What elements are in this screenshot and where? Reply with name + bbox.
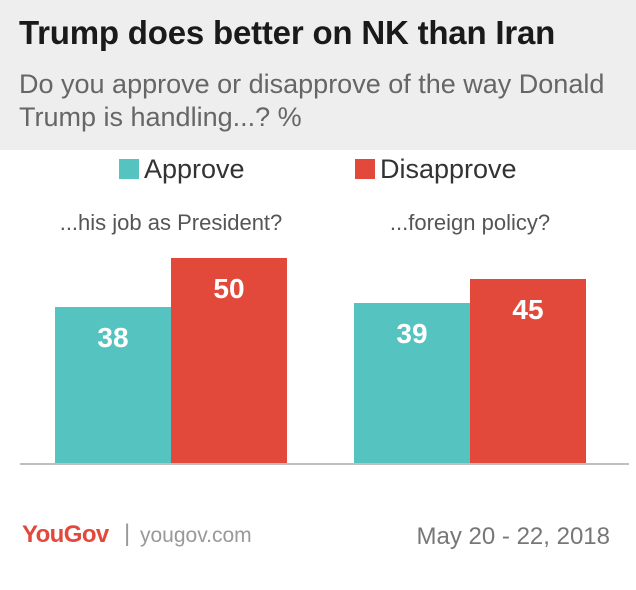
panel-title-job: ...his job as President? (59, 210, 283, 235)
survey-date: May 20 - 22, 2018 (416, 523, 610, 550)
bar-value-label: 39 (396, 318, 428, 350)
legend-swatch-approve (119, 159, 139, 179)
legend-swatch-disapprove (355, 159, 375, 179)
chart-subtitle: Do you approve or disapprove of the way … (19, 69, 605, 132)
x-axis-baseline (20, 463, 629, 465)
chart-title: Trump does better on NK than Iran (19, 14, 556, 51)
bar-disapprove-foreign-policy: 45 (470, 278, 586, 463)
footer-separator: | (124, 520, 131, 547)
legend-label-approve: Approve (144, 153, 245, 184)
bar-value-label: 45 (512, 293, 544, 325)
panel-title-foreign-policy: ...foreign policy? (389, 210, 551, 235)
footer-website: yougov.com (140, 524, 252, 547)
legend-item-approve: Approve (119, 150, 245, 188)
bar-approve-foreign-policy: 39 (354, 303, 470, 463)
header-band: Trump does better on NK than Iran Do you… (0, 0, 636, 150)
bar-value-label: 50 (213, 273, 245, 304)
yougov-logo: YouGov (22, 521, 109, 548)
bar-disapprove-job-president: 50 (171, 258, 287, 463)
bar-value-label: 38 (97, 322, 129, 354)
legend-item-disapprove: Disapprove (355, 150, 517, 188)
bar-approve-job-president: 38 (55, 307, 171, 463)
legend-label-disapprove: Disapprove (380, 153, 517, 184)
